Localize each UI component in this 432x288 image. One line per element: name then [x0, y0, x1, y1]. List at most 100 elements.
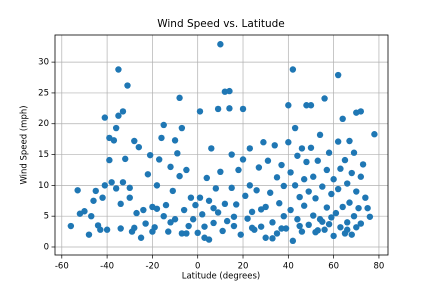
point — [346, 199, 353, 206]
point — [183, 230, 190, 237]
point — [353, 224, 360, 231]
point — [257, 223, 265, 230]
x-tick-label: 80 — [374, 262, 385, 272]
point — [214, 209, 222, 216]
point — [289, 237, 297, 245]
point — [228, 151, 235, 158]
point — [296, 222, 303, 230]
point — [262, 234, 269, 241]
point — [108, 179, 115, 186]
point — [126, 184, 133, 192]
point — [165, 228, 172, 235]
point — [264, 157, 272, 164]
point — [323, 204, 331, 211]
point — [223, 217, 231, 225]
point — [280, 182, 287, 190]
point — [239, 156, 247, 163]
point — [178, 230, 186, 237]
point — [119, 108, 127, 115]
point — [371, 131, 378, 138]
point — [149, 228, 156, 235]
y-tick-label: 20 — [38, 119, 49, 129]
point — [271, 142, 278, 149]
x-tick-label: -40 — [100, 262, 114, 272]
point — [296, 193, 303, 201]
point — [282, 225, 290, 232]
point — [278, 225, 285, 232]
point — [217, 168, 224, 176]
point — [199, 211, 206, 218]
point — [330, 232, 337, 240]
y-tick-label: 5 — [44, 212, 49, 222]
point — [103, 226, 111, 233]
point — [115, 112, 122, 119]
point — [273, 174, 281, 181]
point — [344, 219, 351, 226]
point — [167, 163, 174, 171]
point — [237, 231, 244, 238]
point — [135, 143, 143, 151]
x-tick-label: 0 — [195, 262, 200, 272]
point — [210, 204, 217, 212]
point — [217, 41, 224, 48]
chart-title: Wind Speed vs. Latitude — [157, 18, 285, 30]
point — [158, 134, 165, 142]
point — [67, 222, 75, 230]
point — [133, 209, 140, 217]
point — [214, 105, 222, 113]
point — [117, 200, 124, 208]
point — [230, 222, 238, 230]
point — [112, 124, 120, 132]
point — [294, 152, 301, 159]
point — [178, 124, 186, 132]
point — [226, 105, 233, 112]
point — [334, 185, 342, 193]
point — [353, 188, 360, 195]
point — [303, 158, 310, 166]
point — [350, 212, 358, 220]
point — [171, 216, 179, 223]
point — [280, 212, 287, 220]
point — [257, 206, 265, 213]
point — [291, 124, 299, 132]
point — [321, 226, 328, 233]
point — [291, 182, 299, 189]
point — [74, 187, 81, 194]
point — [122, 155, 129, 163]
point — [194, 229, 201, 237]
point — [339, 203, 346, 211]
point — [85, 231, 93, 238]
point — [76, 210, 84, 217]
point — [267, 189, 274, 196]
point — [131, 224, 138, 232]
point — [303, 102, 310, 109]
point — [332, 209, 340, 217]
point — [362, 194, 369, 201]
point — [144, 171, 152, 178]
point — [307, 144, 315, 151]
point — [146, 151, 154, 159]
point — [348, 169, 355, 177]
point — [101, 182, 109, 189]
point — [298, 228, 306, 235]
point — [321, 95, 328, 102]
point — [260, 139, 267, 146]
point — [176, 172, 183, 180]
point — [310, 212, 317, 219]
point — [246, 145, 254, 152]
y-tick-label: 10 — [38, 181, 49, 191]
plot-frame — [54, 34, 389, 256]
point — [314, 157, 321, 164]
point — [112, 185, 120, 192]
point — [162, 201, 170, 209]
point — [92, 187, 99, 195]
point — [278, 161, 285, 169]
point — [312, 195, 319, 202]
point — [337, 224, 344, 231]
point — [239, 105, 247, 113]
point — [253, 187, 260, 194]
point — [323, 166, 331, 174]
x-tick-label: -60 — [55, 262, 69, 272]
point — [285, 139, 292, 146]
point — [203, 174, 210, 182]
